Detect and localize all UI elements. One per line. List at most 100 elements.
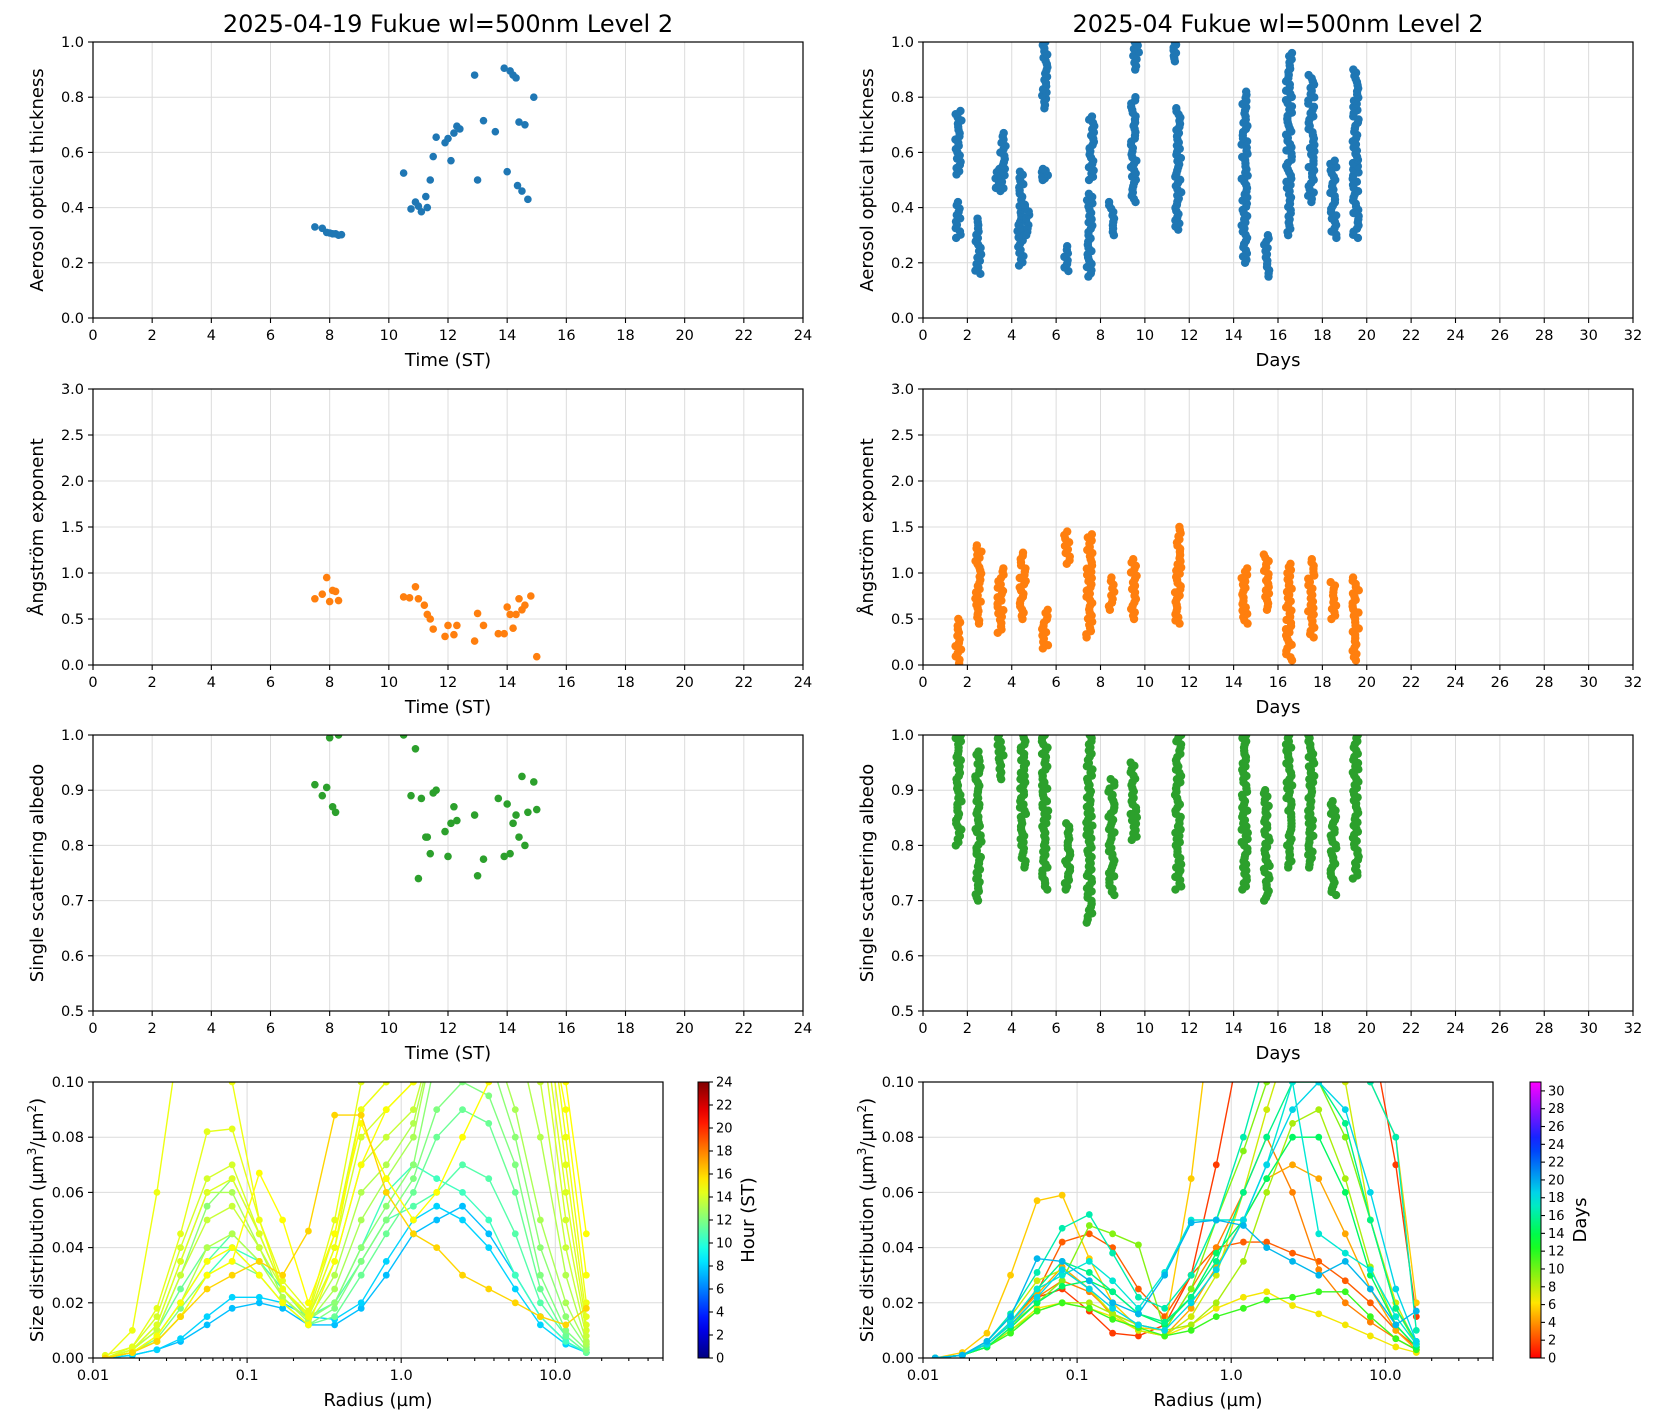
- data-point: [521, 601, 529, 609]
- data-point: [500, 629, 509, 638]
- series-point: [1135, 1293, 1142, 1301]
- data-layer: [931, 913, 1420, 1358]
- colorbar: [1529, 1081, 1542, 1359]
- series-point: [153, 1332, 161, 1340]
- series-point: [1315, 1271, 1323, 1279]
- series-point: [1412, 1307, 1420, 1315]
- series-point: [1187, 1321, 1195, 1329]
- series-point: [382, 1082, 390, 1086]
- data-point: [1242, 564, 1252, 573]
- data-point: [1131, 93, 1140, 102]
- data-point: [407, 205, 415, 213]
- series-line: [104, 1082, 587, 1358]
- series-point: [1289, 1293, 1296, 1301]
- x-tick-label: 0.01: [907, 1368, 939, 1384]
- data-point: [432, 786, 440, 794]
- series-point: [357, 1304, 365, 1312]
- y-axis-label-part: Size distribution (µm: [857, 1155, 878, 1342]
- y-tick-label: 1.0: [891, 35, 914, 51]
- data-point: [453, 621, 461, 630]
- series-point: [255, 1169, 263, 1177]
- series-point: [382, 1175, 390, 1182]
- series-point: [279, 1299, 287, 1307]
- x-tick-label: 28: [1535, 1021, 1553, 1037]
- data-point: [1020, 200, 1030, 210]
- y-tick-label: 0.6: [891, 145, 914, 161]
- data-point: [1062, 242, 1072, 251]
- data-point: [529, 778, 538, 786]
- y-tick-label: 0.8: [61, 90, 84, 106]
- axes-frame: [92, 1081, 664, 1359]
- data-point: [1015, 167, 1025, 176]
- data-point: [512, 610, 520, 619]
- data-point: [417, 207, 426, 216]
- grid-lines: [92, 41, 804, 319]
- data-point: [1260, 786, 1270, 795]
- colorbar-tick-label: 12: [1548, 1245, 1565, 1260]
- colorbar-tick-label: 12: [716, 1214, 733, 1229]
- series-point: [1085, 1304, 1093, 1312]
- colorbar-tick-label: 6: [1548, 1298, 1556, 1313]
- series-point: [128, 1349, 136, 1356]
- x-tick-label: 22: [735, 1021, 753, 1037]
- aot-month-panel: 0 2 4 6 8 10 12 14 16 18 20 22 24 26 28 30 320.00.20.40.…: [857, 10, 1642, 371]
- data-point: [331, 808, 340, 817]
- x-tick-label: 1.0: [390, 1368, 413, 1384]
- data-point: [318, 791, 327, 800]
- series-point: [1412, 1338, 1420, 1345]
- series-point: [255, 1216, 263, 1224]
- series-point: [1187, 1327, 1195, 1334]
- series-point: [203, 1128, 211, 1136]
- series-point: [1213, 968, 1220, 975]
- data-point: [422, 192, 430, 201]
- data-point: [423, 203, 432, 212]
- series-point: [485, 1244, 493, 1251]
- data-point: [518, 772, 526, 781]
- series-point: [1341, 1120, 1349, 1127]
- x-tick-label: 6: [266, 675, 275, 691]
- series-point: [459, 858, 466, 865]
- series-point: [459, 1023, 466, 1030]
- x-tick-label: 8: [325, 675, 334, 691]
- data-point: [1106, 774, 1115, 784]
- series-point: [485, 1120, 493, 1127]
- series-point: [410, 1023, 417, 1030]
- y-tick-label: 1.0: [61, 728, 84, 744]
- data-layer: [951, 735, 1363, 927]
- chart-title: 2025-04-19 Fukue wl=500nm Level 2: [223, 10, 673, 38]
- y-tick-label: 0.06: [52, 1185, 84, 1201]
- series-point: [1135, 1304, 1142, 1312]
- data-point: [1043, 605, 1052, 614]
- series-point: [1109, 1299, 1117, 1307]
- series-point: [1239, 1238, 1247, 1246]
- series-point: [101, 1354, 109, 1358]
- series-point: [536, 1082, 544, 1086]
- series-point: [1392, 1335, 1400, 1343]
- x-tick-label: 8: [325, 328, 334, 344]
- series-point: [228, 1202, 236, 1210]
- colorbar-tick-label: 14: [1548, 1227, 1565, 1242]
- data-point: [1177, 735, 1186, 740]
- colorbar-tick-label: 8: [716, 1260, 724, 1275]
- series-point: [331, 1304, 339, 1312]
- series-point: [1187, 1219, 1195, 1227]
- series-point: [1289, 913, 1296, 920]
- y-tick-label: 0.06: [882, 1185, 914, 1201]
- series-point: [1263, 1133, 1271, 1141]
- series-point: [409, 1175, 417, 1182]
- x-axis-label: Days: [1256, 1043, 1301, 1064]
- series-point: [536, 1299, 544, 1307]
- data-point: [1130, 42, 1139, 47]
- y-tick-label: 2.5: [891, 428, 914, 444]
- data-point: [1107, 573, 1116, 582]
- series-point: [1366, 1216, 1374, 1224]
- y-tick-label: 0.8: [891, 838, 914, 854]
- series-point: [382, 1216, 390, 1224]
- series-point: [382, 1202, 390, 1210]
- series-point: [1263, 941, 1270, 948]
- y-tick-label: 0.8: [891, 90, 914, 106]
- data-point: [447, 819, 455, 828]
- series-point: [177, 1313, 184, 1320]
- data-point: [470, 637, 479, 645]
- series-point: [409, 1082, 417, 1086]
